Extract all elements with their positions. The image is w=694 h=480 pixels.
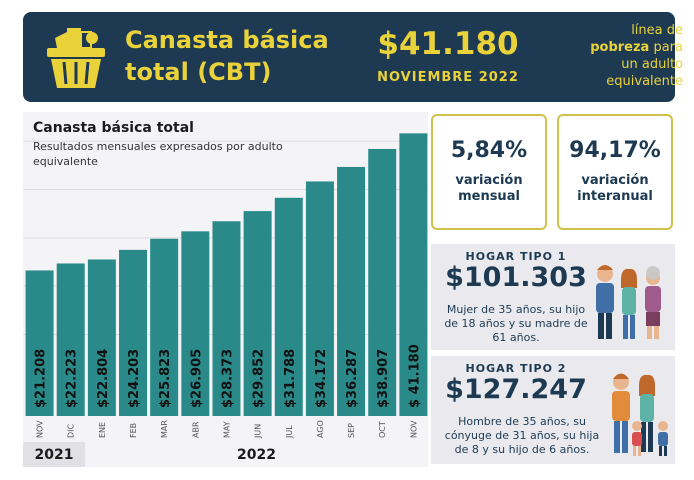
header-title-line2: total (CBT) [125,58,272,86]
bar-0 [25,270,54,416]
category-label-2: ENE [98,422,107,438]
category-label-1: DIC [67,423,76,438]
category-label-3: FEB [129,423,138,438]
bar-3 [119,249,148,416]
category-label-8: JUL [285,425,294,439]
bar-value-label-6: $28.373 [220,349,235,408]
header-amount: $41.180 [377,26,519,62]
category-label-6: MAY [222,421,231,438]
bar-8 [274,197,303,416]
chart-title: Canasta básica total [33,120,194,136]
bar-11 [368,148,397,417]
stat-monthly-value: 5,84% [450,138,528,163]
category-label-7: JUN [254,424,263,439]
family-2-illustration-icon [612,373,668,456]
household-card-1: HOGAR TIPO 1 $101.303 Mujer de 35 años, … [431,244,675,350]
category-label-0: NOV [36,420,45,438]
year-axis: 2021 2022 [23,442,428,467]
household-2-amount: $127.247 [445,374,587,405]
bar-7 [243,211,272,416]
header-title-line1: Canasta básica [125,26,329,54]
bar-chart: $21.208 NOV $22.223 DIC $22.804 ENE $24.203 FEB… [23,133,428,439]
year-label-2022: 2022 [237,447,276,463]
bar-value-label-2: $22.804 [96,349,111,408]
category-label-12: NOV [409,420,418,438]
bar-value-label-1: $22.223 [65,349,80,408]
category-label-9: AGO [316,420,325,438]
household-card-2: HOGAR TIPO 2 $127.247 Hombre de 35 años,… [431,356,675,464]
year-label-2021: 2021 [23,442,85,467]
bar-value-label-10: $36.287 [345,349,360,408]
household-2-desc-line1: Hombre de 35 años, su [458,415,586,428]
stat-annual-label-line2: interanual [577,189,653,204]
bar-12 [399,133,428,416]
header-note-bold: pobreza [590,40,650,55]
header-note-line3: un adulto [621,57,683,72]
bar-value-label-12: $ 41.180 [407,344,422,408]
household-2-desc-line3: de 8 y su hijo de 6 años. [454,443,590,456]
header-title: Canasta básica total (CBT) [125,24,355,88]
bar-2 [87,259,116,416]
header-date: NOVIEMBRE 2022 [377,70,519,85]
stat-annual-label-line1: variación [581,173,649,188]
category-label-11: OCT [378,421,387,438]
household-1-desc-line1: Mujer de 35 años, su hijo [446,303,586,316]
household-1-amount: $101.303 [445,262,587,293]
bar-value-label-8: $31.788 [283,349,298,408]
bar-value-label-7: $29.852 [252,349,267,408]
chart-panel: $21.208 NOV $22.223 DIC $22.804 ENE $24.203 FEB… [23,112,428,467]
household-2-description: Hombre de 35 años, su cónyuge de 31 años… [431,415,613,457]
bar-value-label-9: $34.172 [314,349,329,408]
stat-annual-value: 94,17% [569,138,661,163]
bar-5 [181,231,210,416]
stat-annual-label: variación interanual [559,173,671,205]
header-note-after-bold: para [649,40,683,55]
stat-monthly-variation: 5,84% variación mensual [431,114,547,230]
bar-value-label-4: $25.823 [158,349,173,408]
category-label-10: SEP [347,423,356,438]
bar-9 [305,181,334,416]
stat-annual-variation: 94,17% variación interanual [557,114,673,230]
household-1-heading: HOGAR TIPO 1 [465,250,567,263]
bar-value-label-11: $38.907 [376,349,391,408]
header-note: línea de pobreza para un adulto equivale… [543,22,683,90]
stat-monthly-label: variación mensual [433,173,545,205]
shopping-basket-icon [47,28,105,88]
bar-value-label-0: $21.208 [34,349,49,408]
bar-6 [212,221,241,416]
bar-value-label-5: $26.905 [189,349,204,408]
household-2-heading: HOGAR TIPO 2 [465,362,567,375]
header-note-line4: equivalente [606,74,683,89]
header-banner: Canasta básica total (CBT) $41.180 NOVIE… [23,12,683,102]
category-label-4: MAR [160,420,169,438]
bar-10 [337,166,366,416]
category-label-5: ABR [191,421,200,438]
household-2-desc-line2: cónyuge de 31 años, su hija [444,429,600,442]
stat-monthly-label-line1: variación [455,173,523,188]
header-note-line2: pobreza para [543,39,683,56]
chart-subtitle: Resultados mensuales expresados por adul… [33,140,283,168]
household-1-desc-line2: de 18 años y su madre de [444,317,588,330]
household-1-desc-line3: 61 años. [492,331,540,344]
bar-1 [56,263,85,416]
stat-monthly-label-line2: mensual [458,189,520,204]
household-1-description: Mujer de 35 años, su hijo de 18 años y s… [431,303,601,345]
bar-value-label-3: $24.203 [127,349,142,408]
family-1-illustration-icon [596,265,661,339]
header-note-line1: línea de [631,23,683,38]
bar-4 [150,238,179,416]
